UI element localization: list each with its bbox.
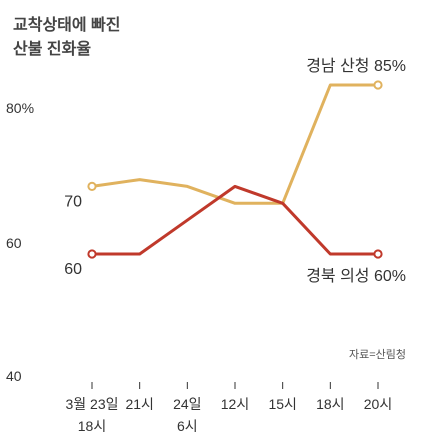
series-label-gyeongnam: 경남 산청 85% (306, 57, 406, 75)
series-marker (87, 249, 97, 259)
y-tick-label: 80% (6, 100, 34, 116)
series-marker (87, 181, 97, 191)
x-axis: 3월 23일 18시 21시 24일 6시 12시 15시 18시 20시 (65, 382, 392, 434)
series-marker (373, 249, 383, 259)
x-tick-label: 18시 (316, 396, 344, 412)
y-tick-label: 60 (6, 235, 22, 251)
series-lines (91, 83, 378, 256)
chart-subtitle: 산불 진화율 (13, 39, 91, 58)
x-tick-label: 24일 (173, 396, 201, 412)
data-label: 60 (64, 261, 82, 278)
x-tick-label: 20시 (364, 396, 392, 412)
x-tick-label: 15시 (268, 396, 296, 412)
x-tick-label-secondary: 18시 (78, 418, 106, 434)
series-label-gyeongbuk: 경북 의성 60% (306, 267, 406, 285)
x-tick-label-secondary: 6시 (177, 418, 198, 434)
x-tick-label: 12시 (221, 396, 249, 412)
x-tick-label: 21시 (125, 396, 153, 412)
y-tick-label: 40 (6, 368, 22, 384)
source-note: 자료=산림청 (349, 348, 406, 361)
y-axis-tick-labels: 80% 60 40 (6, 100, 34, 384)
chart-title: 교착상태에 빠진 (13, 15, 121, 34)
point-labels: 70 60 (64, 193, 82, 278)
series-marker (373, 80, 383, 90)
data-label: 70 (64, 193, 82, 210)
series-line (92, 184, 378, 256)
series-markers (87, 80, 383, 259)
x-tick-label: 3월 23일 (65, 396, 118, 412)
series-line (91, 83, 378, 205)
